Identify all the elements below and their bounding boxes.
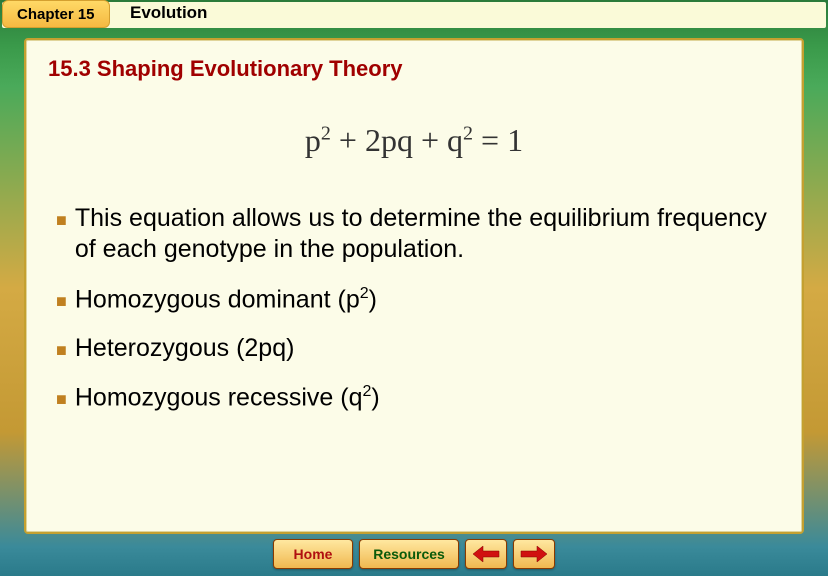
chapter-tab-label: Chapter 15 xyxy=(17,6,95,23)
bullet-icon: ■ xyxy=(56,339,67,362)
home-label: Home xyxy=(294,546,333,562)
list-item: ■ Homozygous recessive (q2) xyxy=(56,382,780,414)
bullet-icon: ■ xyxy=(56,388,67,411)
section-title: 15.3 Shaping Evolutionary Theory xyxy=(48,56,780,82)
next-button[interactable] xyxy=(513,539,555,569)
list-item: ■ This equation allows us to determine t… xyxy=(56,203,780,266)
prev-button[interactable] xyxy=(465,539,507,569)
bullet-icon: ■ xyxy=(56,209,67,232)
bullet-text: Homozygous recessive (q2) xyxy=(75,382,380,414)
arrow-left-icon xyxy=(471,545,501,563)
bullet-list: ■ This equation allows us to determine t… xyxy=(48,203,780,414)
bullet-text: This equation allows us to determine the… xyxy=(75,203,780,266)
resources-label: Resources xyxy=(373,546,445,562)
hw-equation: p2 + 2pq + q2 = 1 xyxy=(48,122,780,159)
bottom-nav: Home Resources xyxy=(0,536,828,572)
bullet-icon: ■ xyxy=(56,290,67,313)
main-panel: 15.3 Shaping Evolutionary Theory p2 + 2p… xyxy=(24,38,804,534)
resources-button[interactable]: Resources xyxy=(359,539,459,569)
bullet-text: Homozygous dominant (p2) xyxy=(75,284,377,316)
list-item: ■ Homozygous dominant (p2) xyxy=(56,284,780,316)
home-button[interactable]: Home xyxy=(273,539,353,569)
header-bar xyxy=(2,2,826,28)
chapter-tab: Chapter 15 xyxy=(2,0,110,28)
arrow-right-icon xyxy=(519,545,549,563)
list-item: ■ Heterozygous (2pq) xyxy=(56,333,780,364)
bullet-text: Heterozygous (2pq) xyxy=(75,333,295,364)
chapter-title: Evolution xyxy=(130,3,207,23)
